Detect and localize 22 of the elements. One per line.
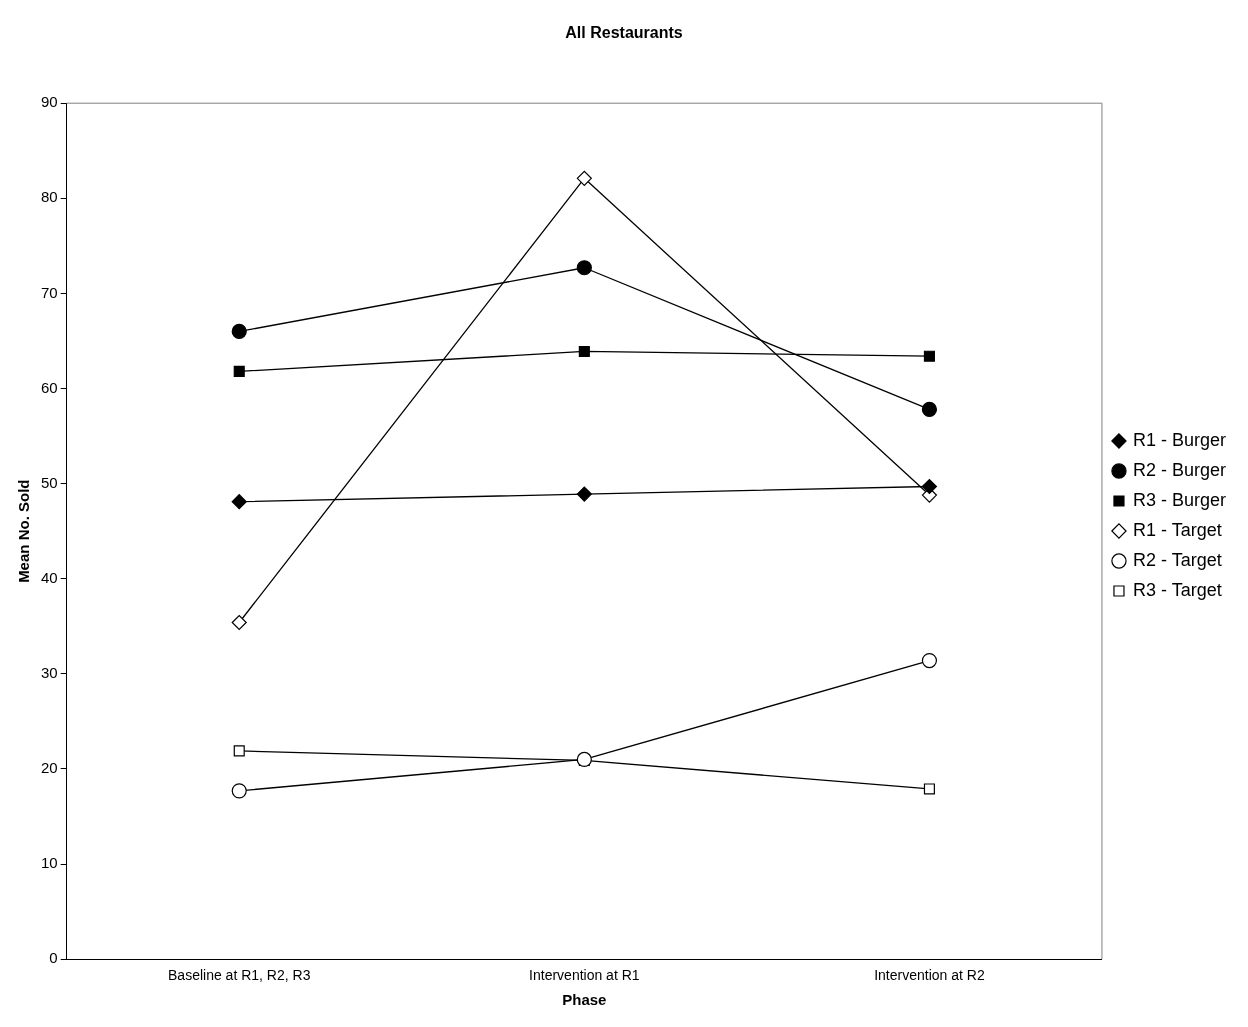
- y-axis-title: Mean No. Sold: [15, 479, 33, 583]
- legend-label: R3 - Target: [1132, 579, 1222, 600]
- y-tick-label: 20: [41, 759, 58, 777]
- legend-label: R2 - Burger: [1132, 459, 1227, 480]
- y-tick-label: 80: [41, 188, 58, 206]
- legend-label: R2 - Target: [1132, 549, 1222, 570]
- legend-label: R3 - Burger: [1132, 489, 1227, 510]
- legend-label: R1 - Burger: [1132, 429, 1227, 450]
- legend-label: R1 - Target: [1132, 519, 1222, 540]
- y-tick-label: 50: [41, 473, 58, 491]
- y-tick-label: 70: [41, 283, 58, 301]
- y-tick-label: 30: [41, 664, 58, 682]
- y-tick-label: 0: [49, 949, 58, 967]
- x-tick-label: Intervention at R1: [529, 967, 640, 984]
- chart-title: All Restaurants: [565, 24, 683, 42]
- x-tick-label: Baseline at R1, R2, R3: [168, 967, 311, 984]
- y-tick-label: 90: [41, 93, 58, 111]
- x-tick-label: Intervention at R2: [874, 967, 985, 984]
- x-axis-title: Phase: [562, 991, 607, 1009]
- y-tick-label: 10: [41, 854, 58, 872]
- y-tick-label: 60: [41, 378, 58, 396]
- y-tick-label: 40: [41, 568, 58, 586]
